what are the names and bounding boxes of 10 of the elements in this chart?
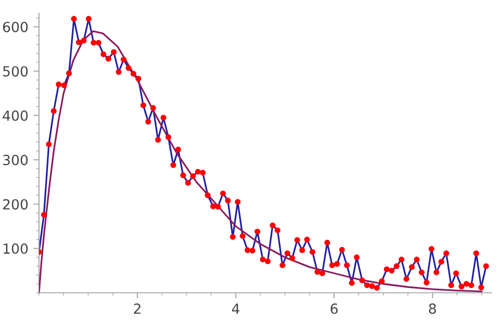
x-tick-label: 6 xyxy=(330,303,338,314)
y-tick-label: 200 xyxy=(3,199,28,210)
x-tick-label: 2 xyxy=(134,303,140,314)
y-tick-label: 100 xyxy=(4,243,28,254)
y-tick-label: 300 xyxy=(3,154,28,166)
y-tick-label: 600 xyxy=(3,22,28,32)
y-tick-label: 500 xyxy=(3,66,28,77)
x-tick-label: 4 xyxy=(232,304,240,314)
y-tick-label: 400 xyxy=(2,110,28,121)
x-tick-label: 8 xyxy=(429,303,436,314)
